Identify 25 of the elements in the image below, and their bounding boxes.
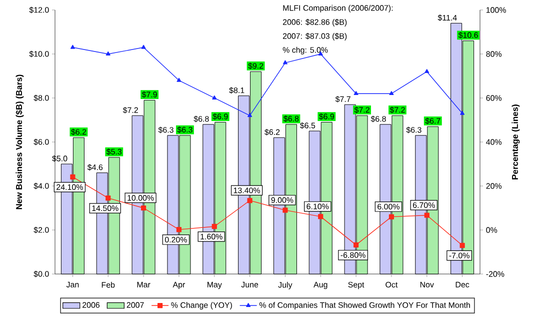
point [460,110,465,115]
point [106,196,111,201]
point [70,174,76,180]
point [318,214,324,220]
point [424,69,430,74]
point [106,51,110,56]
point [389,91,394,96]
point [388,214,394,220]
point [70,44,75,49]
point [282,60,288,64]
point [176,227,182,232]
point [354,91,358,96]
y-axis-title: New Business Volume ($B) (Bars) [16,74,24,210]
point [247,198,252,204]
point [212,224,217,230]
y2-axis-title: Percentage (Lines) [512,104,520,180]
point [176,78,182,82]
point [248,113,252,118]
point [212,95,217,100]
point [141,44,146,49]
point [424,212,430,218]
point [353,242,359,248]
point [140,205,146,211]
point [460,242,465,248]
point [282,208,288,213]
